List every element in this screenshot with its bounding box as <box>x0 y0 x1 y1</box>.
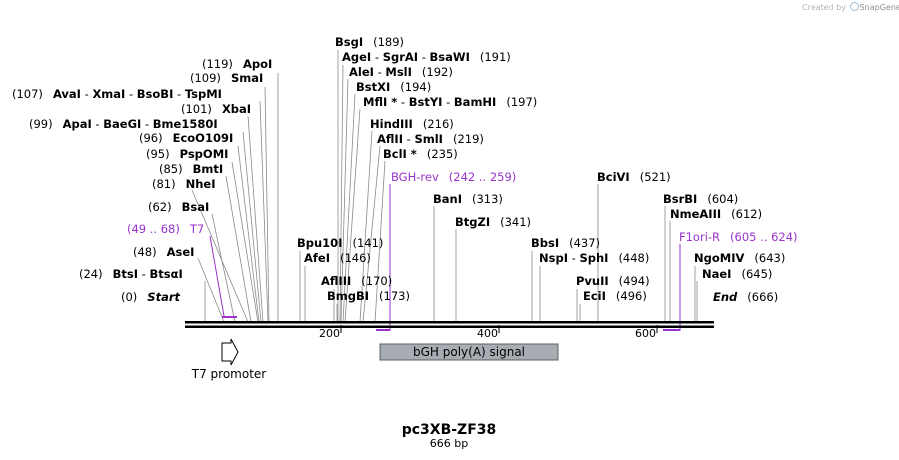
site-ecii[interactable]: EciI (496) <box>583 289 647 303</box>
primer-arrows <box>222 316 680 331</box>
dna-backbone <box>185 321 714 333</box>
site-aflii[interactable]: AflII - SmlI (219) <box>377 132 484 146</box>
site-bmti[interactable]: (85) BmtI <box>159 162 223 176</box>
primer-t7-label[interactable]: (49 .. 68) T7 <box>127 222 204 236</box>
site-bsrbi[interactable]: BsrBI (604) <box>663 192 738 206</box>
site-afliii[interactable]: AflIII (170) <box>321 274 392 288</box>
leader-smai <box>264 86 270 323</box>
primer-f1ori-label[interactable]: F1ori-R (605 .. 624) <box>679 230 798 244</box>
leader-bcli <box>374 160 386 323</box>
leader-bmti <box>225 175 252 323</box>
site-bani[interactable]: BanI (313) <box>433 192 503 206</box>
credit-prefix: Created by <box>802 3 847 12</box>
leader-hindiii <box>359 130 373 323</box>
site-btsi[interactable]: (24) BtsI - BtsαI <box>79 267 183 281</box>
site-nspi[interactable]: NspI - SphI (448) <box>539 251 649 265</box>
primer-leaders <box>209 184 681 331</box>
site-leader-lines <box>191 50 698 323</box>
site-asei[interactable]: (48) AseI <box>133 245 194 259</box>
leader-apai <box>242 131 262 323</box>
feature-bgh-polya[interactable] <box>379 343 559 361</box>
site-pvuii[interactable]: PvuII (494) <box>576 274 650 288</box>
backbone-top-strand <box>185 321 714 324</box>
site-bsgi[interactable]: BsgI (189) <box>335 35 404 49</box>
leader-bstxi <box>342 93 356 323</box>
t7-promoter-arrow-icon[interactable] <box>221 338 239 366</box>
site-agei[interactable]: AgeI - SgrAI - BsaWI (191) <box>342 50 511 64</box>
site-start[interactable]: (0) Start <box>121 290 181 304</box>
snapgene-credit: Created by SnapGene <box>802 2 899 12</box>
site-bbsi[interactable]: BbsI (437) <box>531 236 600 250</box>
feature-bgh-polya-label: bGH poly(A) signal <box>413 345 525 359</box>
site-naei[interactable]: NaeI (645) <box>702 267 772 281</box>
site-bcli[interactable]: BclI * (235) <box>383 147 458 161</box>
site-bmgbi[interactable]: BmgBI (173) <box>327 289 410 303</box>
snapgene-logo-icon <box>849 2 859 11</box>
enzyme-labels: (0) Start (24) BtsI - BtsαI (48) AseI (62) B… <box>12 35 785 304</box>
primer-bgh-label[interactable]: BGH-rev (242 .. 259) <box>391 170 516 184</box>
feature-t7-promoter-label: T7 promoter <box>191 367 267 381</box>
site-bsai[interactable]: (62) BsaI <box>148 200 209 214</box>
site-ngomiv[interactable]: NgoMIV (643) <box>694 251 785 265</box>
leader-alei <box>340 78 349 323</box>
backbone-bottom-strand <box>185 325 714 328</box>
leader-xbai <box>247 115 264 323</box>
site-nmeaiii[interactable]: NmeAIII (612) <box>670 207 762 221</box>
site-bstxi[interactable]: BstXI (194) <box>356 80 431 94</box>
site-apai[interactable]: (99) ApaI - BaeGI - Bme1580I <box>29 117 218 131</box>
site-apoi[interactable]: (119) ApoI <box>202 57 272 71</box>
credit-brand: SnapGene <box>859 3 899 12</box>
site-end[interactable]: End (666) <box>713 290 778 304</box>
site-smai[interactable]: (109) SmaI <box>190 71 263 85</box>
leader-agei <box>339 64 344 323</box>
leader-bsai <box>211 213 236 323</box>
leader-t7 <box>209 235 225 317</box>
site-btgzi[interactable]: BtgZI (341) <box>455 215 531 229</box>
leader-pspomi <box>231 161 259 323</box>
site-bpu[interactable]: Bpu10I (141) <box>297 236 383 250</box>
leader-aflii <box>362 145 381 323</box>
scale-label-600: 600 <box>635 327 656 340</box>
leader-asei <box>197 257 225 323</box>
leader-nhei <box>191 189 249 323</box>
plasmid-length: 666 bp <box>430 437 468 450</box>
leader-eco <box>237 145 260 323</box>
site-avai[interactable]: (107) AvaI - XmaI - BsoBI - TspMI <box>12 87 222 101</box>
site-eco[interactable]: (96) EcoO109I <box>139 131 233 145</box>
site-pspomi[interactable]: (95) PspOMI <box>146 147 228 161</box>
site-nhei[interactable]: (81) NheI <box>152 177 216 191</box>
site-afei[interactable]: AfeI (146) <box>304 251 371 265</box>
site-hindiii[interactable]: HindIII (216) <box>370 117 454 131</box>
site-xbai[interactable]: (101) XbaI <box>181 102 251 116</box>
scale-label-400: 400 <box>477 327 498 340</box>
scale-label-200: 200 <box>319 327 340 340</box>
site-alei[interactable]: AleI - MslI (192) <box>349 65 453 79</box>
site-bcivi[interactable]: BciVI (521) <box>597 170 671 184</box>
leader-mfli <box>344 108 361 323</box>
leader-avai <box>259 100 269 323</box>
site-mfli[interactable]: MflI * - BstYI - BamHI (197) <box>363 95 537 109</box>
plasmid-title: pc3XB-ZF38 <box>402 422 497 438</box>
